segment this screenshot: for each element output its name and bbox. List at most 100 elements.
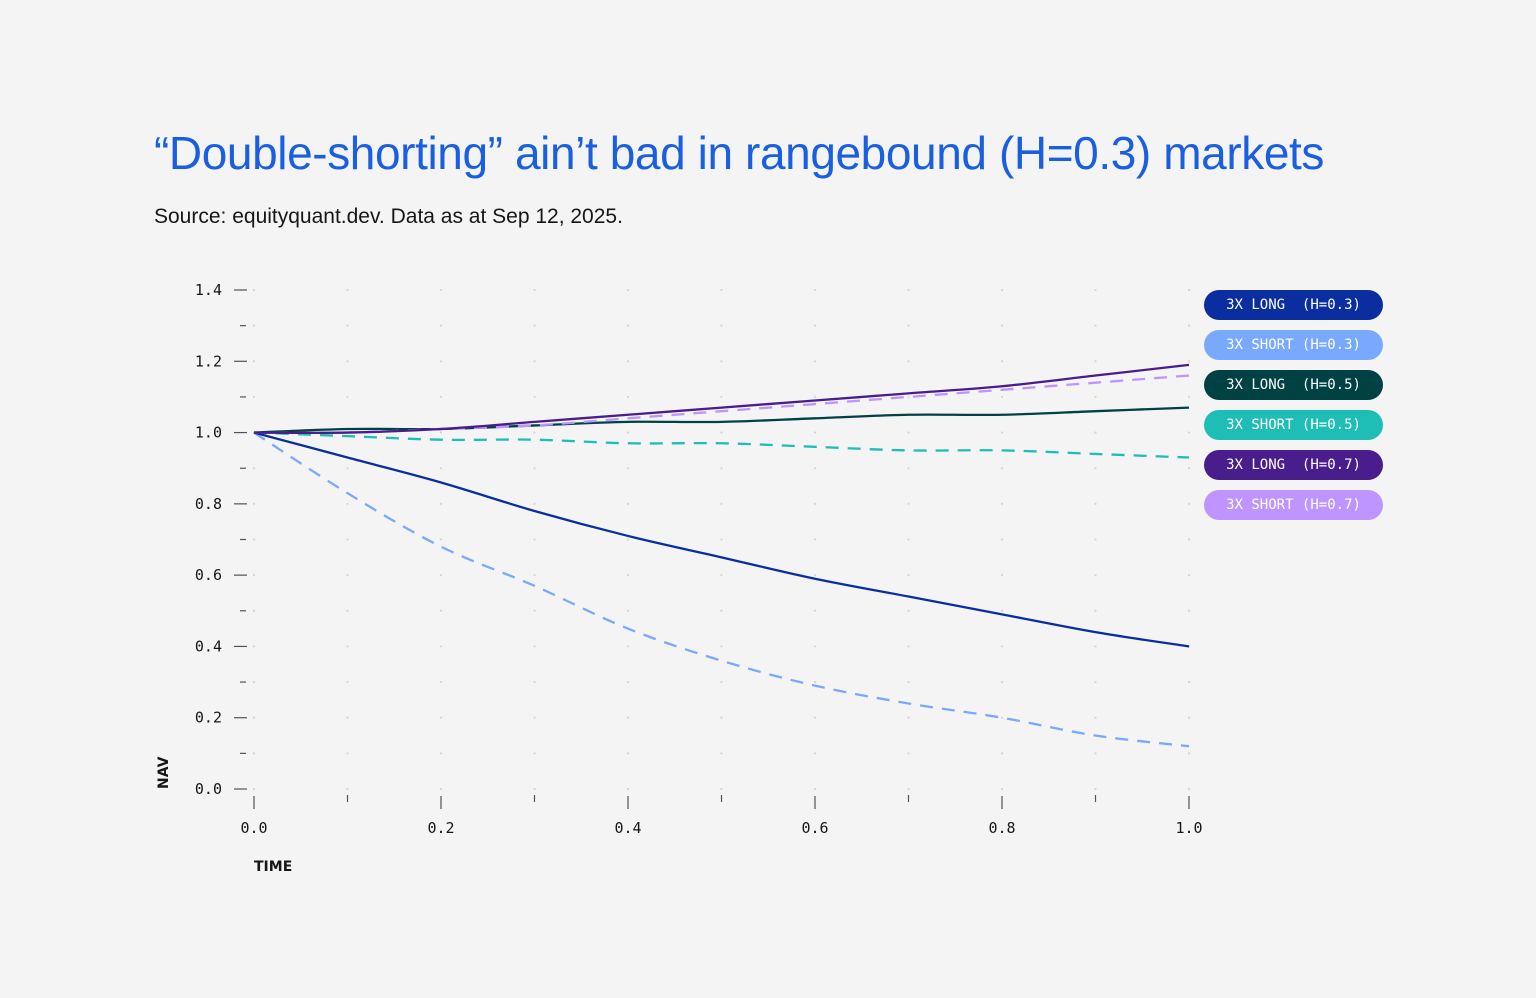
grid-dot bbox=[626, 752, 630, 755]
grid-dot bbox=[1187, 538, 1191, 541]
grid-dot bbox=[813, 288, 817, 292]
legend: 3X LONG (H=0.3) 3X SHORT (H=0.3) 3X LONG (… bbox=[1204, 290, 1383, 520]
grid-dot bbox=[626, 787, 630, 791]
legend-item[interactable]: 3X LONG (H=0.7) bbox=[1204, 450, 1383, 480]
grid-dot bbox=[720, 609, 723, 612]
grid-dot bbox=[813, 431, 817, 434]
y-tick-label: 0.8 bbox=[195, 495, 222, 513]
grid-dot bbox=[1187, 502, 1191, 505]
grid-dot bbox=[533, 395, 536, 399]
grid-dot bbox=[1094, 502, 1097, 505]
legend-item-label: 3X SHORT (H=0.7) bbox=[1226, 497, 1361, 513]
grid-dot bbox=[1000, 752, 1004, 755]
grid-dot bbox=[1187, 395, 1191, 399]
y-tick-label: 0.0 bbox=[195, 780, 222, 798]
grid-dot bbox=[439, 538, 443, 541]
legend-item[interactable]: 3X SHORT (H=0.5) bbox=[1204, 410, 1383, 440]
grid-dot bbox=[439, 431, 443, 434]
grid-dot bbox=[1000, 360, 1004, 363]
grid-dot bbox=[720, 574, 723, 577]
grid-dot bbox=[720, 716, 723, 719]
x-tick-label: 0.0 bbox=[240, 819, 267, 837]
grid-dot bbox=[252, 288, 256, 292]
grid-dot bbox=[346, 645, 349, 648]
grid-dot bbox=[1187, 360, 1191, 363]
grid-dot bbox=[813, 360, 817, 363]
grid-dot bbox=[720, 288, 723, 292]
grid-dot bbox=[626, 645, 630, 648]
x-axis-title: TIME bbox=[254, 859, 292, 875]
legend-item[interactable]: 3X SHORT (H=0.7) bbox=[1204, 490, 1383, 520]
grid-dot bbox=[813, 502, 817, 505]
grid-dot bbox=[533, 538, 536, 541]
grid-dot bbox=[1094, 360, 1097, 363]
x-tick-label: 0.6 bbox=[801, 819, 828, 837]
y-tick-label: 1.4 bbox=[195, 281, 222, 299]
grid-dot bbox=[346, 752, 349, 755]
grid-dot bbox=[626, 360, 630, 363]
grid-dots bbox=[252, 288, 1191, 791]
grid-dot bbox=[907, 467, 910, 470]
grid-dot bbox=[1187, 288, 1191, 292]
grid-dot bbox=[626, 609, 630, 612]
grid-dot bbox=[439, 787, 443, 791]
grid-dot bbox=[1000, 716, 1004, 719]
grid-dot bbox=[1094, 645, 1097, 648]
series-line-3x-short-h-0-7 bbox=[253, 374, 1190, 434]
grid-dot bbox=[907, 574, 910, 577]
grid-dot bbox=[720, 431, 723, 434]
grid-dot bbox=[626, 395, 630, 399]
grid-dot bbox=[907, 609, 910, 612]
grid-dot bbox=[346, 787, 349, 791]
y-tick-label: 0.4 bbox=[195, 637, 222, 655]
grid-dot bbox=[1094, 395, 1097, 399]
grid-dot bbox=[252, 324, 256, 327]
grid-dot bbox=[533, 787, 536, 791]
grid-dot bbox=[907, 680, 910, 684]
grid-dot bbox=[533, 502, 536, 505]
grid-dot bbox=[626, 467, 630, 470]
grid-dot bbox=[720, 324, 723, 327]
grid-dot bbox=[533, 431, 536, 434]
grid-dot bbox=[626, 502, 630, 505]
grid-dot bbox=[1187, 609, 1191, 612]
grid-dot bbox=[813, 645, 817, 648]
grid-dot bbox=[533, 680, 536, 684]
series-line-3x-long-h-0-7 bbox=[253, 363, 1190, 434]
grid-dot bbox=[813, 716, 817, 719]
grid-dot bbox=[720, 538, 723, 541]
grid-dot bbox=[907, 752, 910, 755]
grid-dot bbox=[346, 502, 349, 505]
grid-dot bbox=[626, 574, 630, 577]
grid-dot bbox=[252, 645, 256, 648]
legend-item[interactable]: 3X SHORT (H=0.3) bbox=[1204, 330, 1383, 360]
grid-dot bbox=[252, 360, 256, 363]
chart-subtitle: Source: equityquant.dev. Data as at Sep … bbox=[154, 205, 623, 228]
grid-dot bbox=[626, 538, 630, 541]
grid-dot bbox=[626, 680, 630, 684]
legend-item-label: 3X SHORT (H=0.5) bbox=[1226, 417, 1361, 433]
grid-dot bbox=[252, 395, 256, 399]
grid-dot bbox=[346, 716, 349, 719]
grid-dot bbox=[720, 360, 723, 363]
grid-dot bbox=[813, 787, 817, 791]
grid-dot bbox=[1187, 467, 1191, 470]
grid-dot bbox=[346, 288, 349, 292]
grid-dot bbox=[252, 609, 256, 612]
grid-dot bbox=[1000, 787, 1004, 791]
grid-dot bbox=[439, 716, 443, 719]
grid-dot bbox=[439, 680, 443, 684]
grid-dot bbox=[720, 467, 723, 470]
grid-dot bbox=[907, 324, 910, 327]
grid-dot bbox=[813, 574, 817, 577]
grid-dot bbox=[1094, 431, 1097, 434]
grid-dot bbox=[1000, 645, 1004, 648]
grid-dot bbox=[1094, 324, 1097, 327]
legend-item[interactable]: 3X LONG (H=0.5) bbox=[1204, 370, 1383, 400]
grid-dot bbox=[1187, 716, 1191, 719]
grid-dot bbox=[533, 609, 536, 612]
grid-dot bbox=[1187, 574, 1191, 577]
grid-dot bbox=[1094, 574, 1097, 577]
y-axis-title: NAV bbox=[156, 756, 172, 789]
legend-item[interactable]: 3X LONG (H=0.3) bbox=[1204, 290, 1383, 320]
